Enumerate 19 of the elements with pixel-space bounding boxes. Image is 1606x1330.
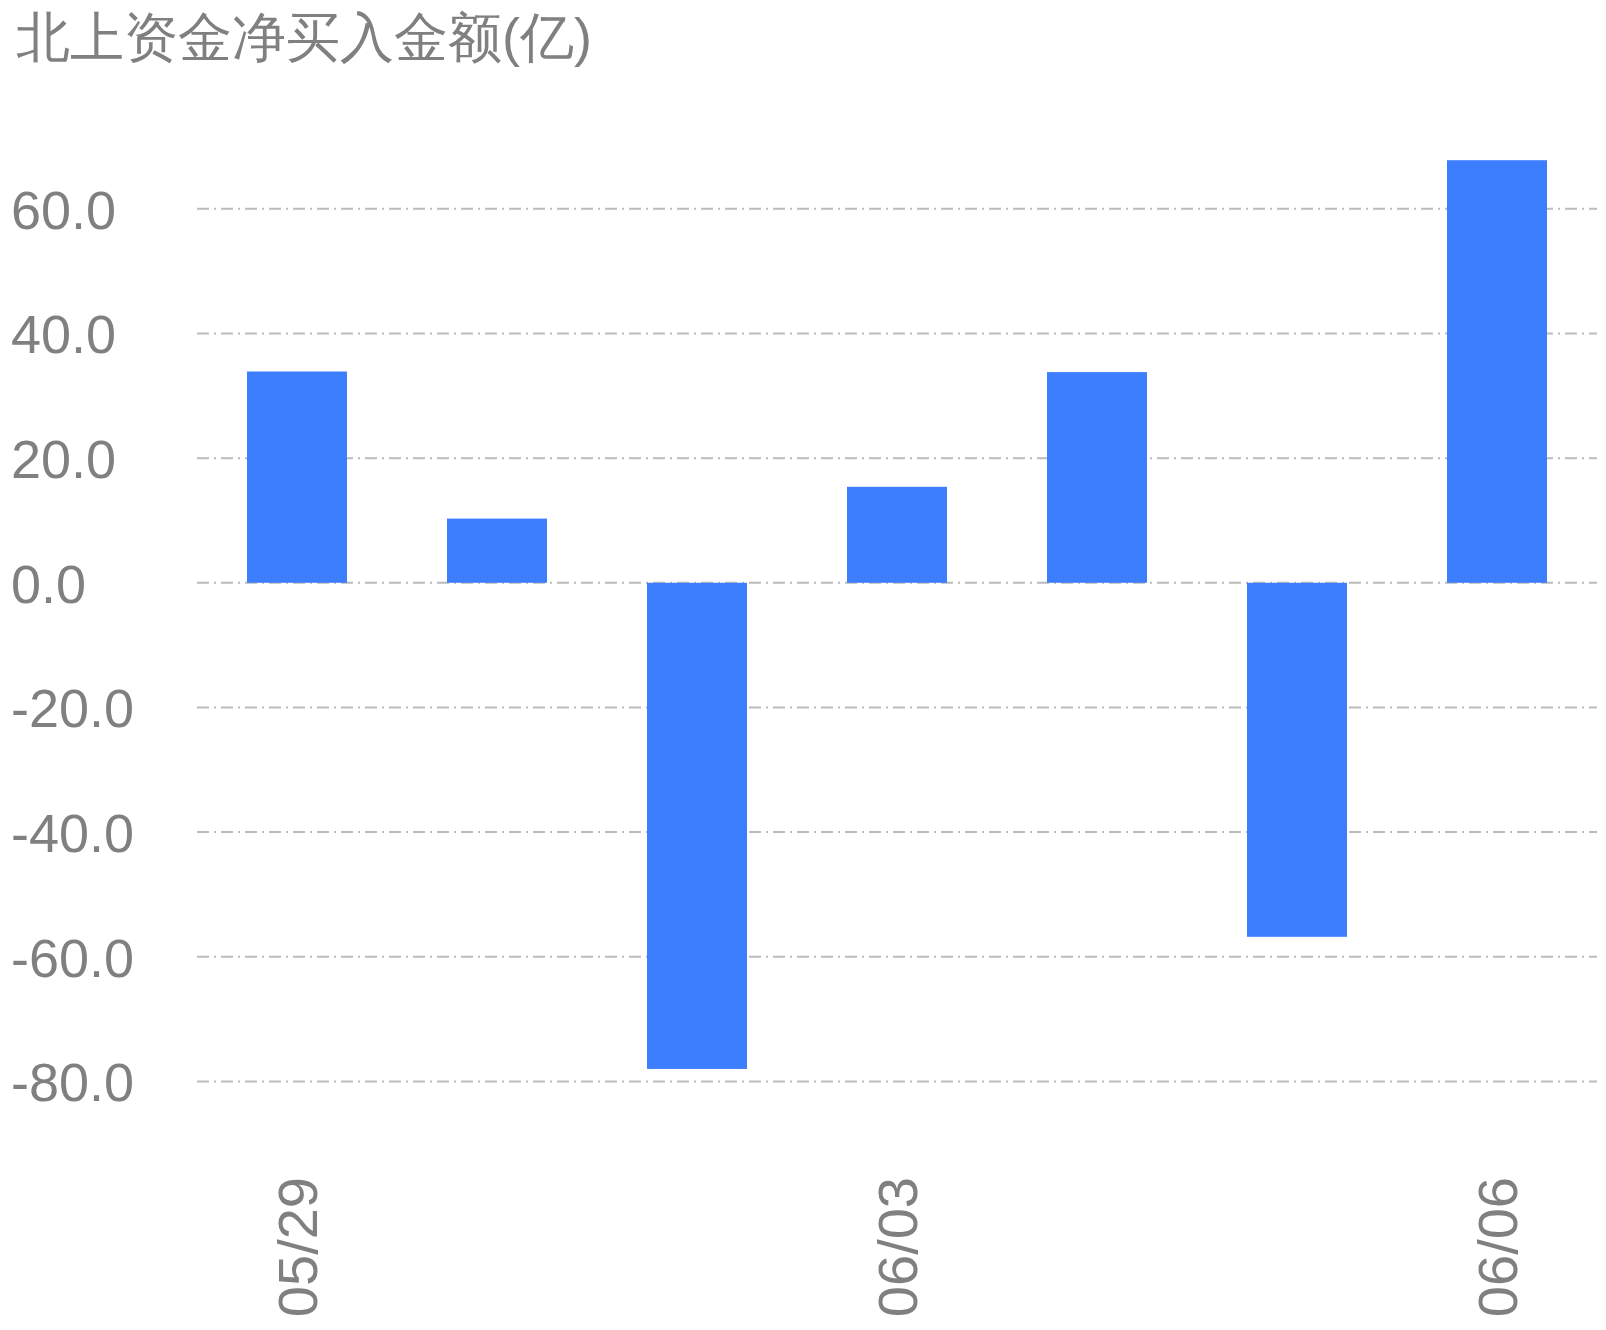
bar [1247,582,1347,937]
y-tick-label: 60.0 [11,179,117,240]
chart-title: 北上资金净买入金额(亿) [16,7,592,67]
y-tick-label: -40.0 [11,803,135,864]
bar [647,582,747,1069]
bar [847,486,947,583]
y-tick-label: -20.0 [11,678,135,739]
y-tick-label: -80.0 [11,1052,135,1113]
x-tick-label: 05/29 [266,1177,330,1318]
bar [1447,160,1547,583]
x-tick-label: 06/06 [1466,1177,1530,1318]
y-tick-label: -60.0 [11,927,135,988]
bar [247,371,347,583]
y-tick-label: 20.0 [11,429,117,490]
y-tick-label: 0.0 [11,553,87,614]
x-tick-label: 06/03 [866,1177,930,1318]
bar [447,518,547,583]
bar [1047,372,1147,583]
y-tick-label: 40.0 [11,304,117,365]
